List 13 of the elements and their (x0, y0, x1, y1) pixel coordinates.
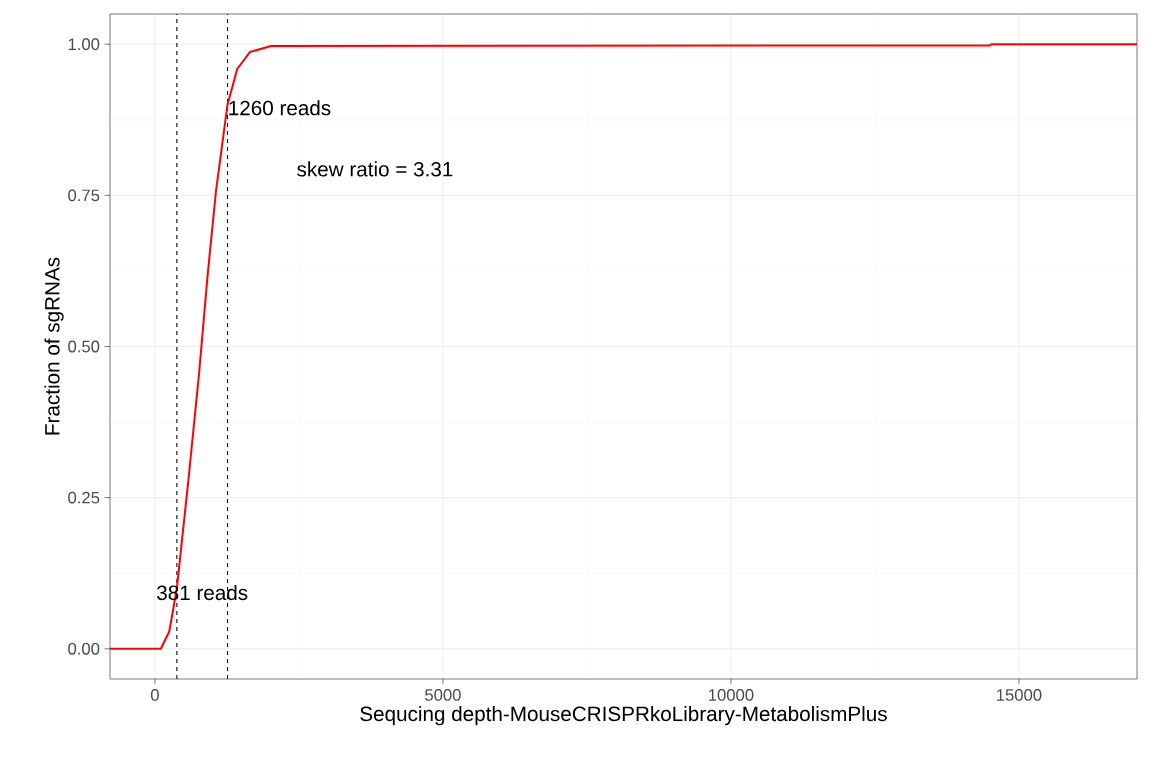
x-tick-label: 5000 (425, 689, 461, 701)
x-tick-label: 10000 (709, 689, 754, 701)
x-axis-title: Sequcing depth-MouseCRISPRkoLibrary-MetabolismPlus (360, 706, 887, 726)
x-tick-label: 15000 (997, 689, 1042, 701)
annotation: skew ratio = 3.31 (297, 161, 453, 177)
y-tick-label: 0.50 (68, 340, 100, 353)
y-tick-label: 0.00 (68, 642, 100, 655)
y-tick-label: 1.00 (68, 38, 100, 51)
y-tick-label: 0.75 (68, 189, 100, 202)
x-tick-label: 0 (150, 689, 159, 701)
y-axis-title: Fraction of sgRNAs (44, 257, 64, 435)
ref-line-label: 1260 reads (229, 100, 331, 116)
y-tick-label: 0.25 (68, 491, 100, 504)
